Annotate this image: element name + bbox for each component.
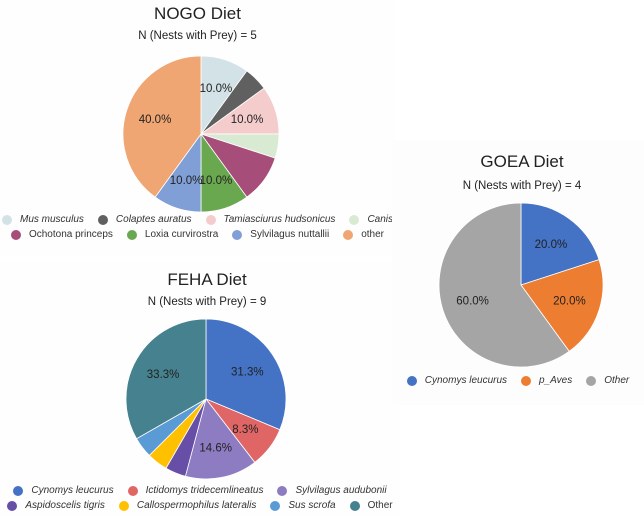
legend-item-sylvilagus-audubonii[interactable]: Sylvilagus audubonii bbox=[277, 485, 387, 496]
data-label-other: 40.0% bbox=[139, 114, 172, 126]
data-label-other: 60.0% bbox=[456, 296, 489, 308]
legend-item-canis[interactable]: Canis bbox=[349, 214, 393, 225]
legend-label: other bbox=[361, 229, 385, 240]
chart-title: NOGO Diet bbox=[154, 4, 241, 23]
chart-title: GOEA Diet bbox=[480, 152, 564, 171]
legend-label: Ochotona princeps bbox=[28, 229, 113, 240]
legend-item-ictidomys-tridecemlineatus[interactable]: Ictidomys tridecemlineatus bbox=[127, 485, 264, 496]
legend-marker-icon bbox=[126, 229, 137, 240]
pie-slice-other bbox=[438, 202, 570, 368]
legend-label: Sus scrofa bbox=[288, 500, 336, 511]
legend-label: Other bbox=[367, 500, 393, 511]
chart-subtitle: N (Nests with Prey) = 9 bbox=[147, 296, 267, 308]
goea-chart-panel: GOEA Diet N (Nests with Prey) = 4 20.0% 2… bbox=[392, 140, 644, 405]
legend-marker-icon bbox=[97, 214, 108, 225]
legend-item-cynomys-leucurus[interactable]: Cynomys leucurus bbox=[13, 485, 114, 496]
data-label-ictidomys-tridecemlineatus: 8.3% bbox=[232, 424, 258, 436]
legend-row: Cynomys leucurus Ictidomys tridecemlineat… bbox=[0, 483, 400, 498]
legend-label: Colaptes auratus bbox=[115, 214, 192, 225]
data-label-loxia-curvirostra: 10.0% bbox=[200, 175, 233, 187]
pie-slice-cynomys-leucurus bbox=[205, 318, 287, 431]
legend-item-callospermophilus-lateralis[interactable]: Callospermophilus lateralis bbox=[118, 500, 257, 511]
legend-label: Canis bbox=[367, 214, 394, 225]
legend-marker-icon bbox=[13, 485, 24, 496]
legend-item-other[interactable]: Other bbox=[349, 500, 393, 511]
goea-legend: Cynomys leucurus p_Aves Other bbox=[392, 373, 644, 388]
chart-subtitle: N (Nests with Prey) = 5 bbox=[138, 30, 257, 42]
goea-pie: 20.0% 20.0% 60.0% bbox=[438, 202, 604, 368]
legend-marker-icon bbox=[118, 500, 129, 511]
data-label-cynomys-leucurus: 31.3% bbox=[231, 367, 264, 379]
legend-item-colaptes-auratus[interactable]: Colaptes auratus bbox=[97, 214, 192, 225]
legend-label: Ictidomys tridecemlineatus bbox=[145, 485, 264, 496]
legend-item-aspidoscelis-tigris[interactable]: Aspidoscelis tigris bbox=[7, 500, 105, 511]
nogo-chart-panel: NOGO Diet N (Nests with Prey) = 5 10.0% 1… bbox=[0, 0, 395, 256]
chart-subtitle: N (Nests with Prey) = 4 bbox=[462, 180, 582, 192]
legend-marker-icon bbox=[586, 375, 597, 386]
legend-label: Callospermophilus lateralis bbox=[136, 500, 257, 511]
legend-marker-icon bbox=[343, 229, 354, 240]
legend-item-cynomys-leucurus[interactable]: Cynomys leucurus bbox=[406, 375, 508, 386]
legend-marker-icon bbox=[277, 485, 288, 496]
legend-label: Aspidoscelis tigris bbox=[25, 500, 105, 511]
legend-marker-icon bbox=[205, 214, 216, 225]
legend-marker-icon bbox=[232, 229, 243, 240]
legend-item-ochotona-princeps[interactable]: Ochotona princeps bbox=[10, 229, 113, 240]
legend-item-other[interactable]: Other bbox=[586, 375, 629, 386]
pie-slice-other bbox=[122, 55, 202, 198]
legend-item-sylvilagus-nuttallii[interactable]: Sylvilagus nuttallii bbox=[232, 229, 329, 240]
legend-item-loxia-curvirostra[interactable]: Loxia curvirostra bbox=[126, 229, 219, 240]
legend-label: Other bbox=[604, 375, 630, 386]
chart-title: FEHA Diet bbox=[167, 270, 247, 289]
feha-chart-panel: FEHA Diet N (Nests with Prey) = 9 31.3% 8… bbox=[0, 262, 400, 516]
legend-label: Sylvilagus nuttallii bbox=[250, 229, 330, 240]
legend-item-p-aves[interactable]: p_Aves bbox=[521, 375, 572, 386]
pie-slice-other bbox=[125, 318, 207, 440]
legend-item-tamiasciurus-hudsonicus[interactable]: Tamiasciurus hudsonicus bbox=[205, 214, 336, 225]
legend-marker-icon bbox=[270, 500, 281, 511]
pie-slice-p-aves bbox=[520, 259, 604, 352]
data-label-sylvilagus-nuttallii: 10.0% bbox=[170, 175, 203, 187]
legend-row: Mus musculus Colaptes auratus Tamiasciurus… bbox=[0, 212, 395, 227]
nogo-pie: 10.0%10.0%10.0%10.0%40.0% bbox=[122, 55, 280, 213]
legend-marker-icon bbox=[127, 485, 138, 496]
pie-slice-cynomys-leucurus bbox=[520, 202, 600, 286]
legend-row: Cynomys leucurus p_Aves Other bbox=[392, 373, 644, 388]
data-label-tamiasciurus-hudsonicus: 10.0% bbox=[231, 114, 264, 126]
legend-label: Tamiasciurus hudsonicus bbox=[223, 214, 336, 225]
data-label-cynomys-leucurus: 20.0% bbox=[535, 239, 568, 251]
legend-marker-icon bbox=[2, 214, 12, 225]
legend-label: Cynomys leucurus bbox=[424, 375, 508, 386]
data-label-mus-musculus: 10.0% bbox=[200, 83, 233, 95]
legend-item-mus-musculus[interactable]: Mus musculus bbox=[2, 214, 84, 225]
legend-marker-icon bbox=[10, 229, 21, 240]
legend-marker-icon bbox=[406, 375, 417, 386]
data-label-sylvilagus-audubonii: 14.6% bbox=[199, 443, 232, 455]
legend-item-sus-scrofa[interactable]: Sus scrofa bbox=[270, 500, 336, 511]
data-label-other: 33.3% bbox=[147, 369, 180, 381]
pie-slice-sylvilagus-audubonii bbox=[184, 398, 256, 480]
legend-label: Loxia curvirostra bbox=[144, 229, 219, 240]
nogo-legend: Mus musculus Colaptes auratus Tamiasciurus… bbox=[0, 212, 395, 242]
legend-label: Sylvilagus audubonii bbox=[295, 485, 387, 496]
legend-label: p_Aves bbox=[539, 375, 573, 386]
legend-item-other[interactable]: other bbox=[343, 229, 384, 240]
feha-pie: 31.3% 8.3%14.6% 33.3% bbox=[125, 318, 287, 480]
feha-legend: Cynomys leucurus Ictidomys tridecemlineat… bbox=[0, 483, 400, 513]
legend-row: Ochotona princeps Loxia curvirostra Sylvil… bbox=[0, 227, 395, 242]
legend-marker-icon bbox=[521, 375, 532, 386]
legend-label: Cynomys leucurus bbox=[31, 485, 114, 496]
legend-marker-icon bbox=[349, 500, 360, 511]
legend-marker-icon bbox=[349, 214, 360, 225]
legend-marker-icon bbox=[7, 500, 18, 511]
data-label-p-aves: 20.0% bbox=[553, 296, 586, 308]
legend-label: Mus musculus bbox=[20, 214, 84, 225]
legend-row: Aspidoscelis tigris Callospermophilus lat… bbox=[0, 498, 400, 513]
